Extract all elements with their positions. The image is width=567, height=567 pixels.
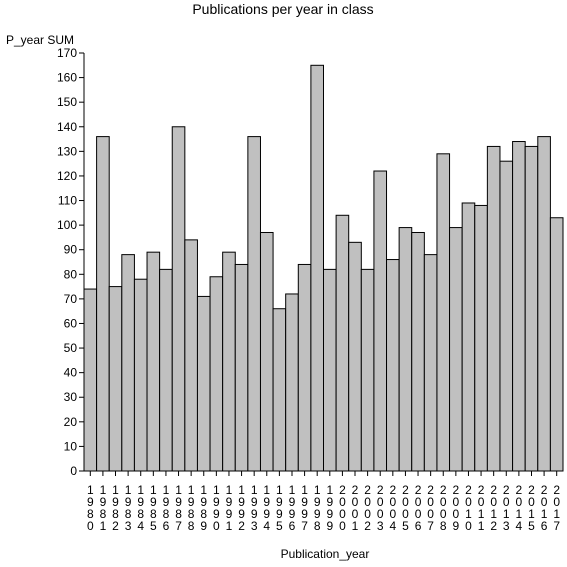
bar-1984 [133, 278, 148, 472]
bar-1987 [171, 126, 186, 472]
bar-2015 [524, 145, 539, 472]
bar-1986 [159, 268, 173, 472]
bar-2006 [411, 231, 425, 472]
bar-2013 [499, 160, 514, 472]
y-tick-label-160: 160 [57, 71, 77, 85]
y-tick-label-110: 110 [58, 194, 77, 208]
bar-1994 [259, 231, 274, 472]
bar-1996 [285, 293, 299, 472]
bar-2002 [360, 268, 375, 472]
y-tick-label-40: 40 [64, 366, 78, 380]
y-tick-label-120: 120 [57, 169, 77, 183]
y-tick-label-10: 10 [64, 439, 78, 453]
bar-2001 [348, 241, 362, 472]
bar-1983 [121, 254, 135, 472]
y-tick-label-170: 170 [57, 46, 77, 60]
bar-2008 [436, 153, 451, 472]
y-tick-label-70: 70 [64, 292, 78, 306]
bar-1998 [310, 64, 325, 472]
bar-2014 [512, 141, 526, 472]
y-tick-label-90: 90 [64, 243, 78, 257]
bar-2005 [398, 227, 413, 472]
bar-1990 [209, 276, 224, 472]
bar-1993 [247, 136, 261, 472]
y-tick-label-130: 130 [57, 144, 77, 158]
bar-1997 [297, 263, 312, 472]
bar-2000 [335, 214, 350, 472]
bar-1982 [108, 286, 123, 472]
plot-area: 0 10 20 30 40 50 60 70 80 90 100 110 120 130 140 150 160… [57, 46, 564, 533]
bar-2003 [373, 170, 388, 472]
bar-2011 [474, 204, 488, 472]
bar-2010 [461, 202, 476, 472]
y-tick-label-30: 30 [64, 390, 78, 404]
x-axis-label: Publication_year [281, 547, 370, 561]
bar-2012 [486, 145, 501, 472]
bar-2004 [386, 259, 400, 472]
y-tick-label-60: 60 [64, 316, 78, 330]
bar-2009 [449, 227, 463, 472]
bar-1988 [184, 239, 198, 472]
y-tick-label-80: 80 [64, 267, 78, 281]
y-axis-label: P_year SUM [6, 33, 74, 47]
y-tick-label-150: 150 [57, 95, 77, 109]
bar-1985 [146, 251, 161, 472]
y-tick-label-100: 100 [57, 218, 77, 232]
y-tick-label-0: 0 [70, 464, 77, 478]
y-tick-label-20: 20 [64, 415, 78, 429]
bar-1981 [96, 136, 110, 472]
bar-2016 [537, 136, 551, 472]
y-tick-label-140: 140 [57, 120, 77, 134]
bar-1991 [222, 251, 236, 472]
chart-title: Publications per year in class [192, 1, 373, 17]
bar-2007 [423, 254, 438, 472]
bar-2017 [549, 217, 564, 472]
bar-1980 [83, 288, 98, 472]
bar-1989 [196, 295, 211, 472]
bar-1999 [323, 268, 337, 472]
y-tick-label-50: 50 [64, 341, 78, 355]
bar-1992 [234, 263, 249, 472]
bar-1995 [272, 308, 287, 472]
